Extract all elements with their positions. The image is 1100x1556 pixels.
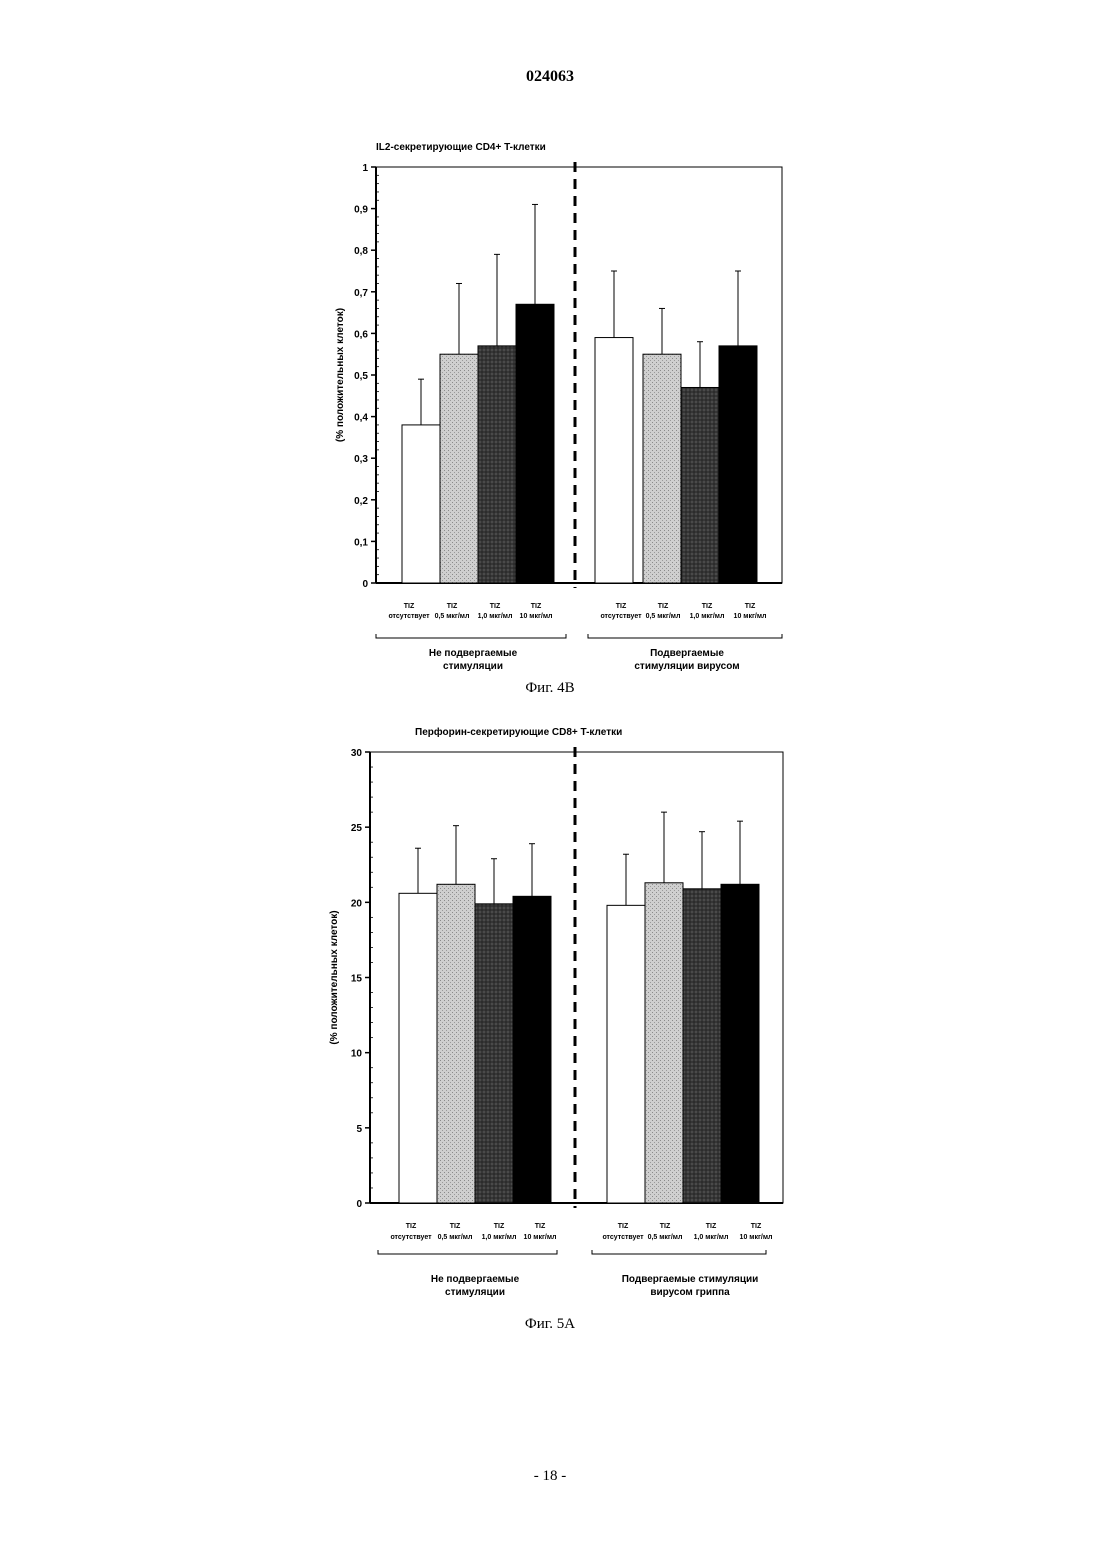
bar [516,304,554,583]
category-label: TIZ [658,603,669,610]
group-label: вирусом гриппа [650,1287,730,1298]
document-number: 024063 [0,68,1100,86]
chart-perforin-cd8: Перфорин-секретирующие CD8+ T-клетки 0 5 10… [0,720,1100,1300]
category-sublabel: 0,5 мкг/мл [646,613,681,620]
y-tick-label: 0,4 [354,413,368,424]
category-label: TIZ [404,603,415,610]
bar [437,884,475,1203]
category-sublabel: 1,0 мкг/мл [478,613,513,620]
category-label: TIZ [706,1223,717,1230]
y-axis-label: (% положительных клеток) [335,308,346,442]
y-tick-label: 5 [356,1124,362,1135]
y-tick-label: 0,3 [354,454,368,465]
group-bracket [592,1250,766,1254]
category-sublabel: отсутствует [388,613,430,620]
y-tick-label: 0,5 [354,371,368,382]
category-sublabel: 1,0 мкг/мл [694,1234,729,1241]
category-label: TIZ [406,1223,417,1230]
category-sublabel: 0,5 мкг/мл [648,1234,683,1241]
chart-il2-cd4: IL2-секретирующие CD4+ T-клетки 0 0,1 0,2 0,… [0,130,1100,690]
y-tick-label: 25 [351,823,363,834]
bar [475,904,513,1203]
category-label: TIZ [745,603,756,610]
bar [607,905,645,1203]
category-label: TIZ [450,1223,461,1230]
y-tick-label: 0,1 [354,537,368,548]
y-tick-label: 0,8 [354,246,368,257]
category-sublabel: отсутствует [602,1234,644,1241]
category-sublabel: отсутствует [390,1234,432,1241]
category-sublabel: 10 мкг/мл [740,1234,773,1241]
category-label: TIZ [531,603,542,610]
group-label: стимуляции вирусом [634,661,739,672]
bar [478,346,516,583]
category-sublabel: 0,5 мкг/мл [435,613,470,620]
y-tick-label: 0 [356,1199,362,1210]
figure-caption-4b: Фиг. 4В [0,680,1100,697]
category-sublabel: 10 мкг/мл [734,613,767,620]
group-label: Не подвергаемые [431,1274,520,1285]
category-label: TIZ [447,603,458,610]
category-label: TIZ [494,1223,505,1230]
category-sublabel: отсутствует [600,613,642,620]
chart-title: Перфорин-секретирующие CD8+ T-клетки [415,726,622,738]
page-number: - 18 - [0,1468,1100,1485]
chart-title: IL2-секретирующие CD4+ T-клетки [376,142,546,153]
figure-caption-5a: Фиг. 5А [0,1316,1100,1333]
group-bracket [378,1250,557,1254]
group-bracket [588,634,782,638]
category-label: TIZ [751,1223,762,1230]
y-tick-label: 30 [351,748,363,759]
y-tick-label: 0,7 [354,288,368,299]
y-tick-label: 15 [351,974,363,985]
y-tick-label: 0,6 [354,329,368,340]
bar [719,346,757,583]
bar [683,889,721,1203]
group-label: Подвергаемые [650,648,724,659]
bar [440,354,478,583]
group-label: Подвергаемые стимуляции [622,1274,759,1285]
category-sublabel: 10 мкг/мл [520,613,553,620]
category-label: TIZ [490,603,501,610]
category-sublabel: 10 мкг/мл [524,1234,557,1241]
y-tick-label: 20 [351,898,363,909]
bar [595,338,633,583]
bar [645,883,683,1203]
group-bracket [376,634,566,638]
category-label: TIZ [535,1223,546,1230]
category-label: TIZ [616,603,627,610]
category-label: TIZ [618,1223,629,1230]
y-tick-label: 0,9 [354,205,368,216]
category-sublabel: 0,5 мкг/мл [438,1234,473,1241]
bar [681,387,719,583]
category-sublabel: 1,0 мкг/мл [482,1234,517,1241]
bar [721,884,759,1203]
y-axis-label: (% положительных клеток) [329,910,340,1044]
y-tick-label: 0 [362,579,368,590]
category-label: TIZ [660,1223,671,1230]
bar [399,893,437,1203]
y-tick-label: 0,2 [354,496,368,507]
group-label: стимуляции [445,1287,505,1298]
category-label: TIZ [702,603,713,610]
y-tick-label: 10 [351,1049,363,1060]
group-label: Не подвергаемые [429,648,518,659]
group-label: стимуляции [443,661,503,672]
bar [643,354,681,583]
bar [402,425,440,583]
bar [513,896,551,1203]
category-sublabel: 1,0 мкг/мл [690,613,725,620]
y-tick-label: 1 [362,163,368,174]
